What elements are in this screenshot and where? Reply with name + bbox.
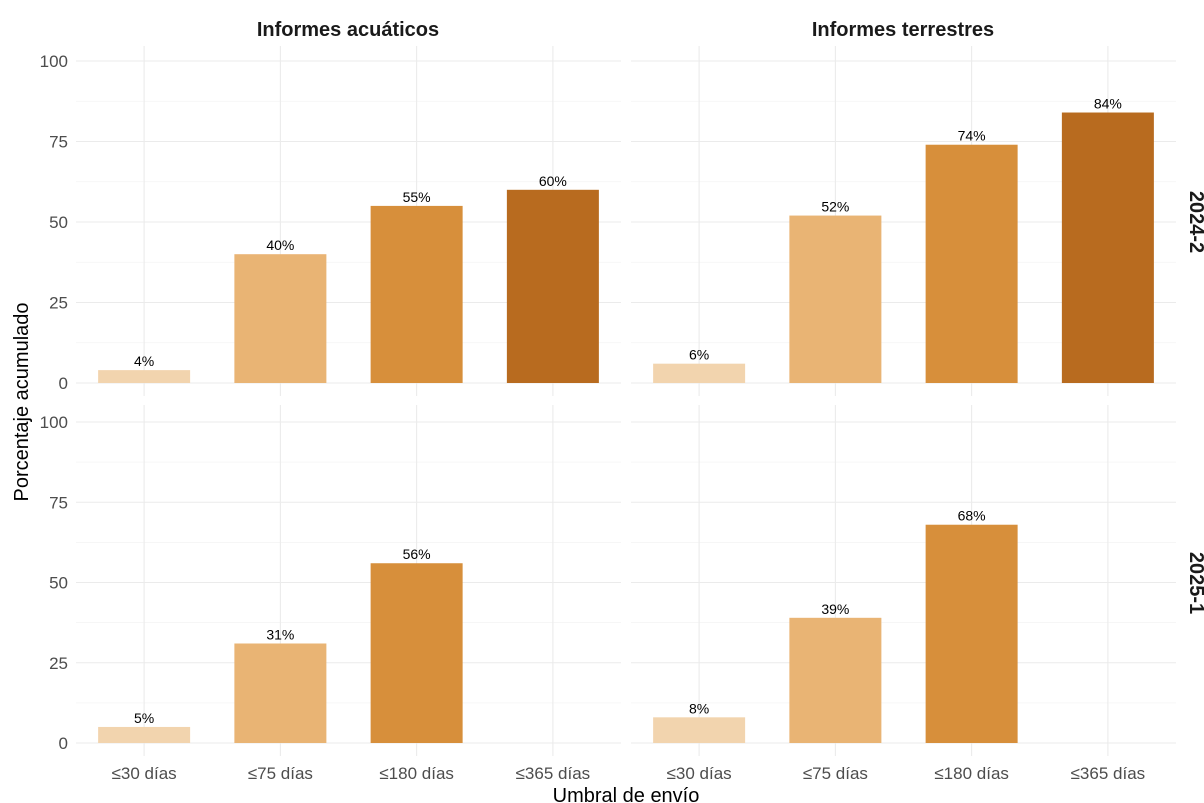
strip-row-2: 2025-1 xyxy=(1185,552,1204,614)
y-tick-label: 100 xyxy=(40,52,68,71)
x-tick-label: ≤365 días xyxy=(1071,764,1146,783)
bar xyxy=(789,617,882,743)
data-label: 6% xyxy=(689,347,709,363)
data-label: 56% xyxy=(403,546,431,562)
x-tick-label: ≤30 días xyxy=(112,764,177,783)
x-axis-title: Umbral de envío xyxy=(553,785,700,803)
data-label: 84% xyxy=(1094,96,1122,112)
data-label: 31% xyxy=(266,626,294,642)
x-tick-label: ≤75 días xyxy=(248,764,313,783)
bar xyxy=(653,363,746,383)
data-label: 8% xyxy=(689,700,709,716)
data-label: 74% xyxy=(958,128,986,144)
data-label: 4% xyxy=(134,353,154,369)
x-tick-label: ≤180 días xyxy=(379,764,454,783)
bar xyxy=(789,215,882,383)
bar xyxy=(370,563,463,743)
y-tick-label: 75 xyxy=(49,493,68,512)
x-tick-label: ≤180 días xyxy=(934,764,1009,783)
strip-row-1: 2024-2 xyxy=(1185,191,1204,253)
strip-column-1: Informes acuáticos xyxy=(257,19,439,41)
y-tick-label: 25 xyxy=(49,654,68,673)
bar xyxy=(925,144,1018,383)
bar xyxy=(1061,112,1154,384)
y-tick-label: 75 xyxy=(49,133,68,152)
bar xyxy=(98,370,191,383)
y-tick-label: 50 xyxy=(49,213,68,232)
y-tick-label: 25 xyxy=(49,294,68,313)
x-tick-label: ≤30 días xyxy=(667,764,732,783)
bar xyxy=(925,524,1018,743)
data-label: 5% xyxy=(134,710,154,726)
data-label: 39% xyxy=(821,601,849,617)
y-tick-label: 100 xyxy=(40,413,68,432)
axis-layer: 0 25 50 75 100 0 25 50 75 100 ≤30 días ≤75 días ≤180… xyxy=(40,52,1146,783)
bar xyxy=(506,189,599,383)
y-axis-title: Porcentaje acumulado xyxy=(11,302,33,501)
bar xyxy=(98,726,191,743)
strip-column-2: Informes terrestres xyxy=(812,19,994,41)
bar xyxy=(234,643,327,743)
data-label: 52% xyxy=(821,199,849,215)
x-tick-label: ≤75 días xyxy=(803,764,868,783)
y-tick-label: 0 xyxy=(59,734,68,753)
label-layer: 4% 40% 55% 60% 6% 52% 74% 84% 5% 31% 56% 8% 39% 68% xyxy=(134,96,1122,726)
x-tick-label: ≤365 días xyxy=(516,764,591,783)
data-label: 68% xyxy=(958,508,986,524)
data-label: 60% xyxy=(539,173,567,189)
data-label: 40% xyxy=(266,237,294,253)
data-label: 55% xyxy=(403,189,431,205)
bar xyxy=(234,254,327,383)
bar xyxy=(653,717,746,743)
bar xyxy=(370,205,463,383)
bar-layer xyxy=(98,112,1154,743)
y-tick-label: 0 xyxy=(59,374,68,393)
y-tick-label: 50 xyxy=(49,574,68,593)
